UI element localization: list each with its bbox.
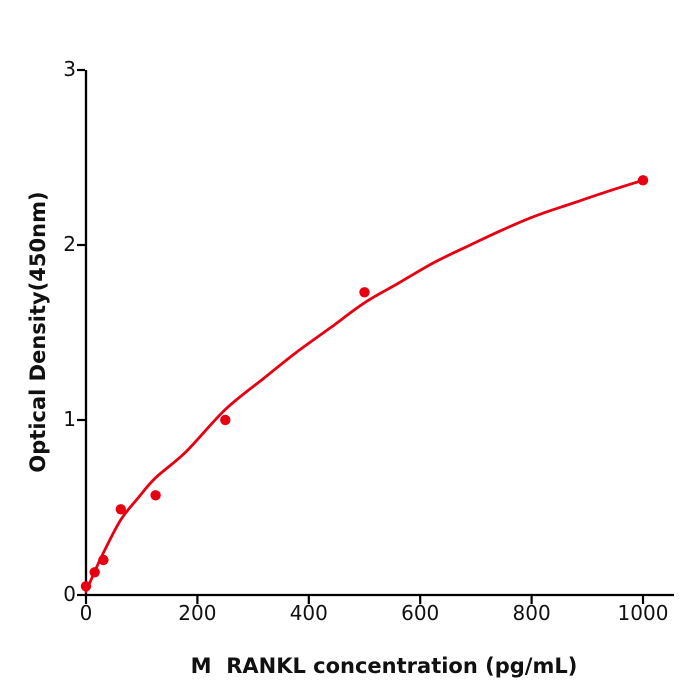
x-tick-label: 800 xyxy=(512,601,551,625)
x-tick-label: 200 xyxy=(178,601,217,625)
x-tick-label: 0 xyxy=(79,601,93,625)
data-point xyxy=(637,175,649,186)
data-point xyxy=(89,567,100,578)
data-point xyxy=(220,414,231,426)
fitted-curve xyxy=(84,178,645,593)
data-point xyxy=(359,287,370,298)
y-tick-label: 1 xyxy=(63,407,76,431)
data-point xyxy=(115,504,127,515)
data-point xyxy=(80,581,92,592)
data-point xyxy=(150,490,161,501)
y-tick-label: 0 xyxy=(63,582,76,606)
y-tick-label: 3 xyxy=(63,57,76,81)
axes-spines xyxy=(84,70,674,597)
y-tick-label: 2 xyxy=(63,232,76,256)
x-tick-label: 600 xyxy=(401,601,440,625)
x-tick-label: 1000 xyxy=(617,601,669,625)
data-point xyxy=(98,554,109,566)
x-axis-title: M RANKL concentration (pg/mL) xyxy=(190,654,578,678)
x-tick-label: 400 xyxy=(289,601,328,625)
